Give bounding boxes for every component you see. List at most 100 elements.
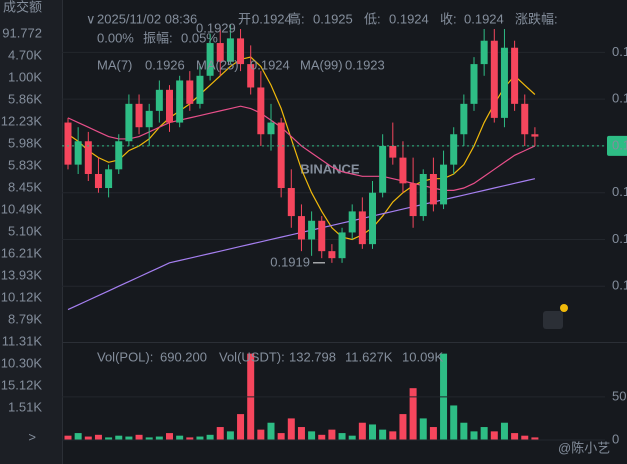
candle-body [429,173,437,205]
volume-bar [186,437,194,440]
low-marker: 0.1919 [270,254,310,269]
candle-body [206,43,214,76]
volume-bar [237,414,245,440]
side-item: 16.21K [1,245,43,260]
candle-body [511,47,519,104]
header-label: 收: [440,11,457,26]
candle-body [328,251,336,259]
volume-bar [226,431,234,440]
header-value: 0.1924 [389,11,429,26]
volume-bar [94,434,102,440]
volume-tick-label: 50 [612,388,626,403]
candle-body [267,122,275,135]
candle-body [84,141,92,174]
high-marker: 0.1929 [196,20,236,35]
candle-body [237,38,245,65]
candle-body [348,211,356,233]
candle-body [64,122,72,165]
volume-bar [74,433,82,440]
volume-bar [318,434,326,440]
volume-bar [419,418,427,440]
legend-label: MA(25) [196,57,239,72]
candle-body [135,103,143,128]
tool-icon[interactable] [543,311,563,329]
candle-body [145,110,153,128]
candle-body [460,103,468,135]
candle-body [166,89,173,123]
y-tick-label: 0.1920 [612,231,627,246]
volume-bar [135,434,143,440]
volume-bar [389,431,397,440]
side-item: 1.51K [8,399,42,414]
volume-bar [297,427,305,440]
header-amp-label: 振幅: [143,30,173,45]
volume-bar [267,422,275,440]
legend-value: 0.1924 [250,57,290,72]
candle-body [399,157,407,184]
side-item: 4.70K [8,47,42,62]
candle-body [125,103,133,142]
volume-bar [84,436,92,440]
volume-bar [115,435,123,440]
volume-bar [379,429,387,440]
candle-body [358,211,366,245]
volume-bar [480,427,488,440]
volume-bar [206,434,214,440]
legend-value: 0.1926 [145,57,185,72]
header-label: 开: [238,11,255,26]
volume-bar [308,431,316,440]
header-label: 涨跌幅: [515,11,558,26]
y-tick-label: 0.1926 [612,91,627,106]
vol-legend-value: 11.627K [345,349,393,364]
candle-body [155,89,163,111]
legend-value: 0.1923 [345,57,385,72]
y-tick-label: 0.1918 [612,278,627,293]
y-tick-label: 0.1922 [612,184,627,199]
header-label: 低: [364,11,381,26]
volume-bar [196,436,204,440]
side-item: 10.49K [1,201,43,216]
candle-body [186,80,194,104]
candle-body [247,64,255,88]
side-more[interactable]: > [28,429,36,444]
side-item: 8.45K [8,179,42,194]
side-item: 13.93K [1,267,43,282]
side-bg [0,0,62,464]
volume-bar [155,436,163,440]
volume-bar [348,435,356,440]
volume-bar [521,435,529,440]
candle-body [74,141,82,165]
collapse-icon[interactable]: ∨ [86,11,96,26]
volume-bar [531,437,539,440]
candle-body [226,38,234,62]
ma-line [67,56,536,241]
side-item: 91.772 [2,25,42,40]
side-item: 5.10K [8,223,42,238]
vol-legend-value: 132.798 [289,349,336,364]
volume-bar [216,427,224,440]
volume-bar [450,405,458,440]
side-item: 5.83K [8,157,42,172]
candle-body [531,134,539,137]
ma-line [67,105,536,191]
volume-bar [338,433,346,440]
volume-bar [429,427,437,440]
volume-bar [460,422,468,440]
candle-body [277,122,285,189]
tool-dot [560,304,568,312]
header-change: 0.00% [97,30,134,45]
volume-bar [470,431,478,440]
volume-bar [105,437,113,440]
volume-bar [277,433,285,440]
volume-bar [328,429,336,440]
candle-body [521,103,529,135]
side-item: 10.30K [1,355,43,370]
side-header: 成交额 [3,0,42,14]
header-time: 2025/11/02 08:36 [97,11,197,26]
candle-body [196,75,204,104]
candle-body [409,183,417,217]
candle-body [419,173,427,217]
candle-body [216,43,224,62]
volume-bar [511,433,519,440]
